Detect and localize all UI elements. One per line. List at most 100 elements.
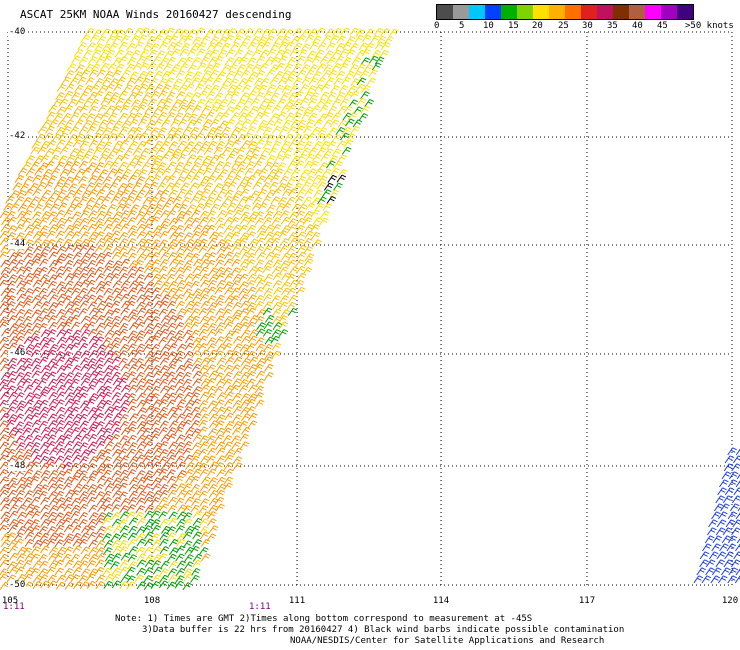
- wind-barb: [196, 98, 206, 107]
- wind-barb: [192, 224, 203, 233]
- wind-barb: [112, 120, 123, 129]
- wind-barb: [16, 216, 27, 225]
- wind-barb: [158, 273, 168, 282]
- wind-barb: [118, 518, 128, 527]
- wind-barb: [32, 489, 42, 498]
- wind-barb: [71, 321, 81, 330]
- wind-barb: [64, 406, 74, 415]
- wind-barb: [196, 48, 206, 57]
- wind-barb: [107, 168, 118, 177]
- wind-barb: [327, 69, 338, 78]
- wind-barb: [322, 203, 333, 212]
- wind-barb: [73, 105, 84, 114]
- wind-barb: [303, 125, 313, 134]
- wind-barb: [132, 133, 143, 142]
- wind-barb: [199, 531, 210, 540]
- wind-barb: [137, 34, 148, 43]
- wind-barb: [72, 560, 83, 569]
- wind-barb: [64, 385, 75, 394]
- wind-barb: [110, 273, 120, 282]
- wind-barb: [215, 378, 226, 387]
- wind-barb: [352, 119, 363, 128]
- wind-barb: [299, 84, 309, 93]
- wind-barb: [196, 146, 207, 155]
- wind-barb: [274, 49, 285, 58]
- wind-barb: [196, 42, 207, 51]
- wind-barb: [95, 421, 105, 430]
- wind-barb: [143, 272, 154, 281]
- wind-barb: [87, 448, 97, 457]
- wind-barb: [254, 274, 264, 283]
- wind-barb: [6, 287, 16, 296]
- wind-barb: [201, 105, 212, 114]
- wind-barb: [39, 258, 49, 267]
- wind-barb: [264, 372, 274, 380]
- wind-barb: [111, 539, 121, 548]
- wind-barb: [136, 307, 147, 316]
- wind-barb: [71, 524, 82, 533]
- wind-barb: [246, 57, 257, 66]
- wind-barb: [224, 321, 234, 330]
- wind-barb: [94, 218, 105, 227]
- wind-barb: [88, 139, 99, 148]
- wind-barb: [95, 280, 106, 289]
- wind-barb: [62, 238, 73, 247]
- wind-barb: [96, 512, 107, 521]
- wind-barb: [78, 392, 88, 401]
- wind-barb: [56, 434, 66, 443]
- wind-barb: [308, 77, 318, 86]
- wind-barb: [120, 153, 130, 162]
- wind-barb: [176, 511, 187, 520]
- wind-barb: [316, 98, 327, 107]
- wind-barb: [40, 342, 50, 351]
- wind-barb: [223, 482, 233, 491]
- wind-barb: [78, 336, 88, 345]
- wind-barb: [283, 147, 294, 156]
- wind-barb: [295, 217, 306, 226]
- wind-barb: [127, 343, 137, 352]
- wind-barb: [37, 196, 48, 205]
- wind-barb: [105, 105, 116, 114]
- wind-barb: [110, 230, 121, 239]
- wind-barb: [275, 202, 286, 211]
- colorbar-swatch: [501, 5, 517, 19]
- wind-barb: [248, 211, 259, 220]
- wind-barb: [718, 511, 728, 520]
- wind-barb: [202, 167, 213, 176]
- wind-barb: [330, 85, 340, 93]
- wind-barb: [182, 531, 193, 540]
- wind-barb: [270, 253, 281, 262]
- wind-barb: [150, 510, 161, 519]
- wind-barb: [733, 487, 740, 496]
- wind-barb: [0, 259, 10, 268]
- wind-barb: [331, 98, 342, 107]
- wind-barb: [30, 161, 40, 170]
- wind-barb: [103, 364, 114, 373]
- wind-barb: [96, 69, 106, 78]
- wind-barb: [100, 133, 111, 142]
- wind-barb: [708, 551, 719, 560]
- colorbar-swatch: [437, 5, 453, 19]
- wind-barb: [31, 419, 42, 428]
- wind-barb: [147, 49, 158, 58]
- wind-barb: [295, 125, 306, 134]
- wind-barb: [236, 64, 247, 72]
- wind-barb: [23, 288, 34, 297]
- wind-barb: [0, 230, 10, 239]
- wind-barb: [79, 266, 90, 275]
- wind-barb: [95, 574, 106, 583]
- wind-barb: [95, 231, 105, 240]
- wind-barb: [295, 238, 305, 247]
- wind-barb: [40, 301, 51, 309]
- wind-barb: [175, 239, 186, 248]
- wind-barb: [15, 566, 25, 575]
- wind-barb: [142, 475, 153, 484]
- wind-barb: [144, 504, 155, 513]
- wind-barb: [166, 56, 177, 65]
- wind-barb: [147, 167, 158, 176]
- wind-barb: [239, 246, 249, 254]
- wind-barb: [262, 281, 272, 290]
- wind-barb: [208, 273, 219, 282]
- wind-barb: [32, 238, 42, 247]
- wind-barb: [123, 84, 133, 93]
